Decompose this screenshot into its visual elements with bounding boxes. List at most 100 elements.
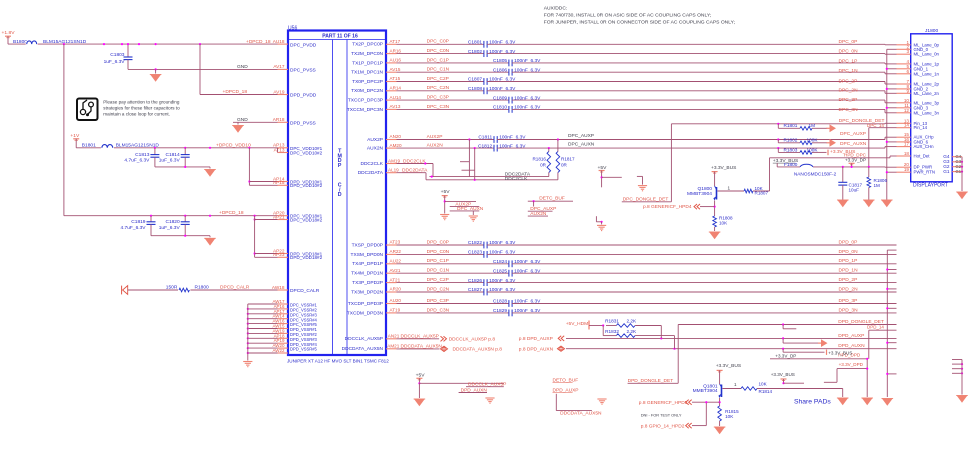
svg-text:p.8 GPIO_14_HPD2: p.8 GPIO_14_HPD2	[641, 423, 685, 429]
svg-text:1uF_6.3V: 1uF_6.3V	[159, 158, 181, 164]
svg-text:AU18: AU18	[273, 39, 285, 44]
svg-text:ML_Lane_3n: ML_Lane_3n	[914, 110, 940, 115]
svg-text:AUX_CHp: AUX_CHp	[914, 135, 935, 140]
svg-text:Q1800: Q1800	[698, 186, 713, 192]
svg-text:DETO_BUF: DETO_BUF	[553, 377, 579, 383]
svg-text:+5V: +5V	[416, 373, 426, 379]
svg-text:AT17: AT17	[390, 39, 401, 44]
svg-text:AUX2P: AUX2P	[427, 134, 443, 140]
svg-text:AW15: AW15	[272, 324, 285, 329]
svg-text:ML_Lane_2p: ML_Lane_2p	[914, 82, 940, 87]
svg-text:C1812: C1812	[478, 143, 493, 149]
svg-text:JUNIPER XT A12 HF MVO SLT BIN1: JUNIPER XT A12 HF MVO SLT BIN1 TSMC F812	[287, 359, 389, 364]
svg-text:AW22: AW22	[272, 348, 285, 353]
svg-text:AW18: AW18	[272, 285, 285, 290]
svg-text:DPD_C3N: DPD_C3N	[427, 307, 450, 313]
svg-text:GND_0: GND_0	[914, 47, 929, 52]
svg-text:DPC_AUXP: DPC_AUXP	[530, 206, 556, 212]
svg-text:R1800: R1800	[195, 285, 210, 291]
svg-text:Hot_Det: Hot_Det	[914, 154, 931, 159]
svg-text:DDCCLK_AUX5P: DDCCLK_AUX5P	[345, 336, 383, 342]
svg-text:1: 1	[734, 382, 737, 387]
svg-text:+1.8V: +1.8V	[2, 30, 16, 36]
svg-text:R1806: R1806	[874, 178, 888, 183]
svg-text:C1826: C1826	[468, 278, 483, 284]
svg-text:10uF: 10uF	[849, 187, 860, 192]
svg-text:R1815: R1815	[725, 409, 739, 414]
svg-text:AL19: AL19	[388, 168, 399, 173]
svg-text:strategies for these filter ca: strategies for these filter capacitors t…	[103, 105, 180, 110]
svg-text:Share PADs: Share PADs	[794, 398, 831, 405]
svg-text:maintain a close loop for curr: maintain a close loop for current.	[103, 111, 170, 116]
svg-text:AT13: AT13	[274, 147, 285, 152]
svg-text:DPC_VDD18#1: DPC_VDD18#1	[290, 214, 323, 219]
svg-text:+1V: +1V	[70, 133, 80, 139]
svg-text:DPD_2N: DPD_2N	[839, 286, 859, 292]
svg-text:G1: G1	[943, 169, 950, 174]
svg-text:MMBT3904: MMBT3904	[687, 191, 712, 197]
svg-text:AP21: AP21	[273, 214, 285, 219]
svg-text:C1803: C1803	[110, 52, 125, 58]
svg-text:Pin_13: Pin_13	[914, 121, 928, 126]
svg-text:DPC_0P: DPC_0P	[839, 39, 858, 45]
svg-text:150R: 150R	[166, 285, 178, 291]
svg-text:AN21: AN21	[388, 333, 400, 338]
svg-text:DPD_C0N: DPD_C0N	[427, 249, 450, 255]
svg-text:J1800: J1800	[925, 28, 938, 34]
svg-text:AW17: AW17	[272, 299, 285, 304]
svg-text:AV19: AV19	[273, 89, 285, 94]
svg-text:DPC_C1P: DPC_C1P	[427, 57, 449, 63]
svg-text:10: 10	[904, 98, 910, 103]
svg-text:DPC_14: DPC_14	[867, 123, 884, 128]
svg-text:AP23: AP23	[273, 252, 285, 257]
svg-text:DPC_PVDD: DPC_PVDD	[290, 42, 317, 48]
svg-text:DDCCLK_AUX5P: DDCCLK_AUX5P	[468, 382, 506, 388]
svg-text:DPD_VSSR#5: DPD_VSSR#5	[290, 347, 318, 352]
svg-text:U56: U56	[288, 26, 297, 32]
svg-text:GND_6: GND_6	[914, 139, 929, 144]
svg-text:DPD_C0P: DPD_C0P	[427, 239, 449, 245]
svg-text:DDCDATA_AUX5N p.8: DDCDATA_AUX5N p.8	[453, 346, 503, 352]
svg-text:DPD_AUXP: DPD_AUXP	[553, 387, 579, 393]
svg-text:DDC2CLK: DDC2CLK	[505, 176, 528, 182]
svg-text:R1808: R1808	[719, 216, 733, 221]
svg-text:TX3M_DPD2N: TX3M_DPD2N	[351, 289, 383, 295]
svg-text:PWR_RTN: PWR_RTN	[914, 170, 935, 175]
svg-text:DPC_C3P: DPC_C3P	[427, 95, 449, 101]
svg-text:R1817: R1817	[561, 157, 575, 162]
svg-text:C1811: C1811	[478, 135, 492, 141]
svg-text:AT15: AT15	[390, 76, 401, 81]
svg-text:DPC_AUXN: DPC_AUXN	[840, 141, 867, 147]
svg-text:DPC_1P: DPC_1P	[839, 58, 858, 64]
svg-text:BLM15AG121SN1D: BLM15AG121SN1D	[43, 39, 87, 45]
svg-text:100nF_6.3V: 100nF_6.3V	[514, 105, 541, 111]
svg-text:10K: 10K	[759, 382, 768, 387]
svg-text:D: D	[338, 158, 342, 164]
svg-text:DPC_C2P: DPC_C2P	[427, 76, 449, 82]
svg-text:18: 18	[904, 151, 910, 156]
svg-text:DPC_2N: DPC_2N	[839, 88, 859, 94]
svg-text:DPC_VSSR#4: DPC_VSSR#4	[290, 317, 318, 322]
svg-text:DPD_PVSS: DPD_PVSS	[290, 121, 316, 127]
svg-text:DPD_AUXP: DPD_AUXP	[838, 333, 864, 339]
svg-text:DPD_AUXN: DPD_AUXN	[461, 387, 488, 393]
svg-text:PART 11 OF 16: PART 11 OF 16	[322, 34, 358, 40]
svg-text:+5V: +5V	[441, 189, 451, 195]
svg-text:C1805: C1805	[493, 58, 508, 64]
svg-text:DPC_AUXN: DPC_AUXN	[568, 142, 595, 148]
svg-text:TXSP_DPD0P: TXSP_DPD0P	[352, 242, 383, 248]
svg-text:4.7uF_6.3V: 4.7uF_6.3V	[124, 158, 150, 164]
svg-text:C1823: C1823	[468, 250, 483, 256]
svg-text:1: 1	[728, 185, 731, 190]
svg-text:R1832: R1832	[605, 329, 619, 334]
svg-text:100nF_6.3V: 100nF_6.3V	[514, 299, 541, 305]
svg-text:R1807: R1807	[755, 191, 769, 196]
svg-text:AP13: AP13	[273, 143, 285, 148]
svg-text:100nF_6.3V: 100nF_6.3V	[514, 308, 541, 314]
svg-text:3: 3	[906, 49, 909, 54]
svg-text:100nF_6.3V: 100nF_6.3V	[489, 250, 516, 256]
svg-text:1M: 1M	[874, 183, 881, 188]
svg-text:TX4P_DPD1P: TX4P_DPD1P	[352, 261, 383, 267]
svg-text:AV17: AV17	[273, 64, 285, 69]
svg-text:AW16: AW16	[272, 319, 285, 324]
